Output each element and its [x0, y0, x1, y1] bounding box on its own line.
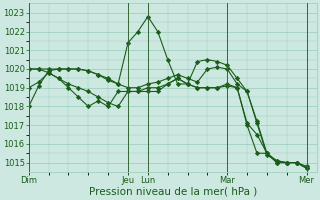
- X-axis label: Pression niveau de la mer( hPa ): Pression niveau de la mer( hPa ): [89, 187, 257, 197]
